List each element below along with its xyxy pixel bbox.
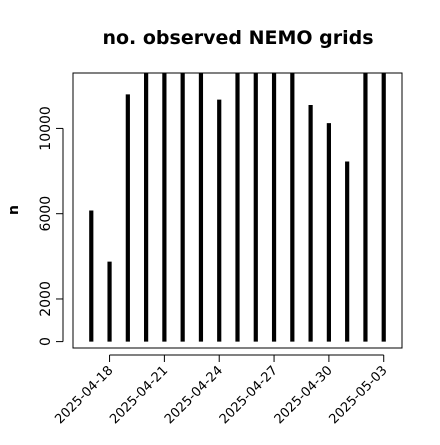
y-tick-label: 2000 [38, 281, 54, 317]
x-tick-label: 2025-04-27 [217, 363, 281, 427]
bars-group [89, 73, 386, 342]
x-tick-label: 2025-04-18 [52, 363, 116, 427]
y-tick-label: 10000 [38, 106, 54, 151]
x-tick-label: 2025-05-03 [327, 363, 391, 427]
x-tick-label: 2025-04-24 [162, 363, 226, 427]
x-tick-label: 2025-04-21 [107, 363, 171, 427]
x-tick-label: 2025-04-30 [272, 363, 336, 427]
y-tick-label: 0 [38, 337, 54, 346]
y-tick-label: 6000 [38, 196, 54, 232]
y-axis-label: n [6, 205, 22, 215]
y-axis: 0 2000 6000 10000 [38, 106, 64, 346]
chart-title: no. observed NEMO grids [102, 27, 373, 49]
x-axis: 2025-04-182025-04-212025-04-242025-04-27… [52, 354, 391, 427]
